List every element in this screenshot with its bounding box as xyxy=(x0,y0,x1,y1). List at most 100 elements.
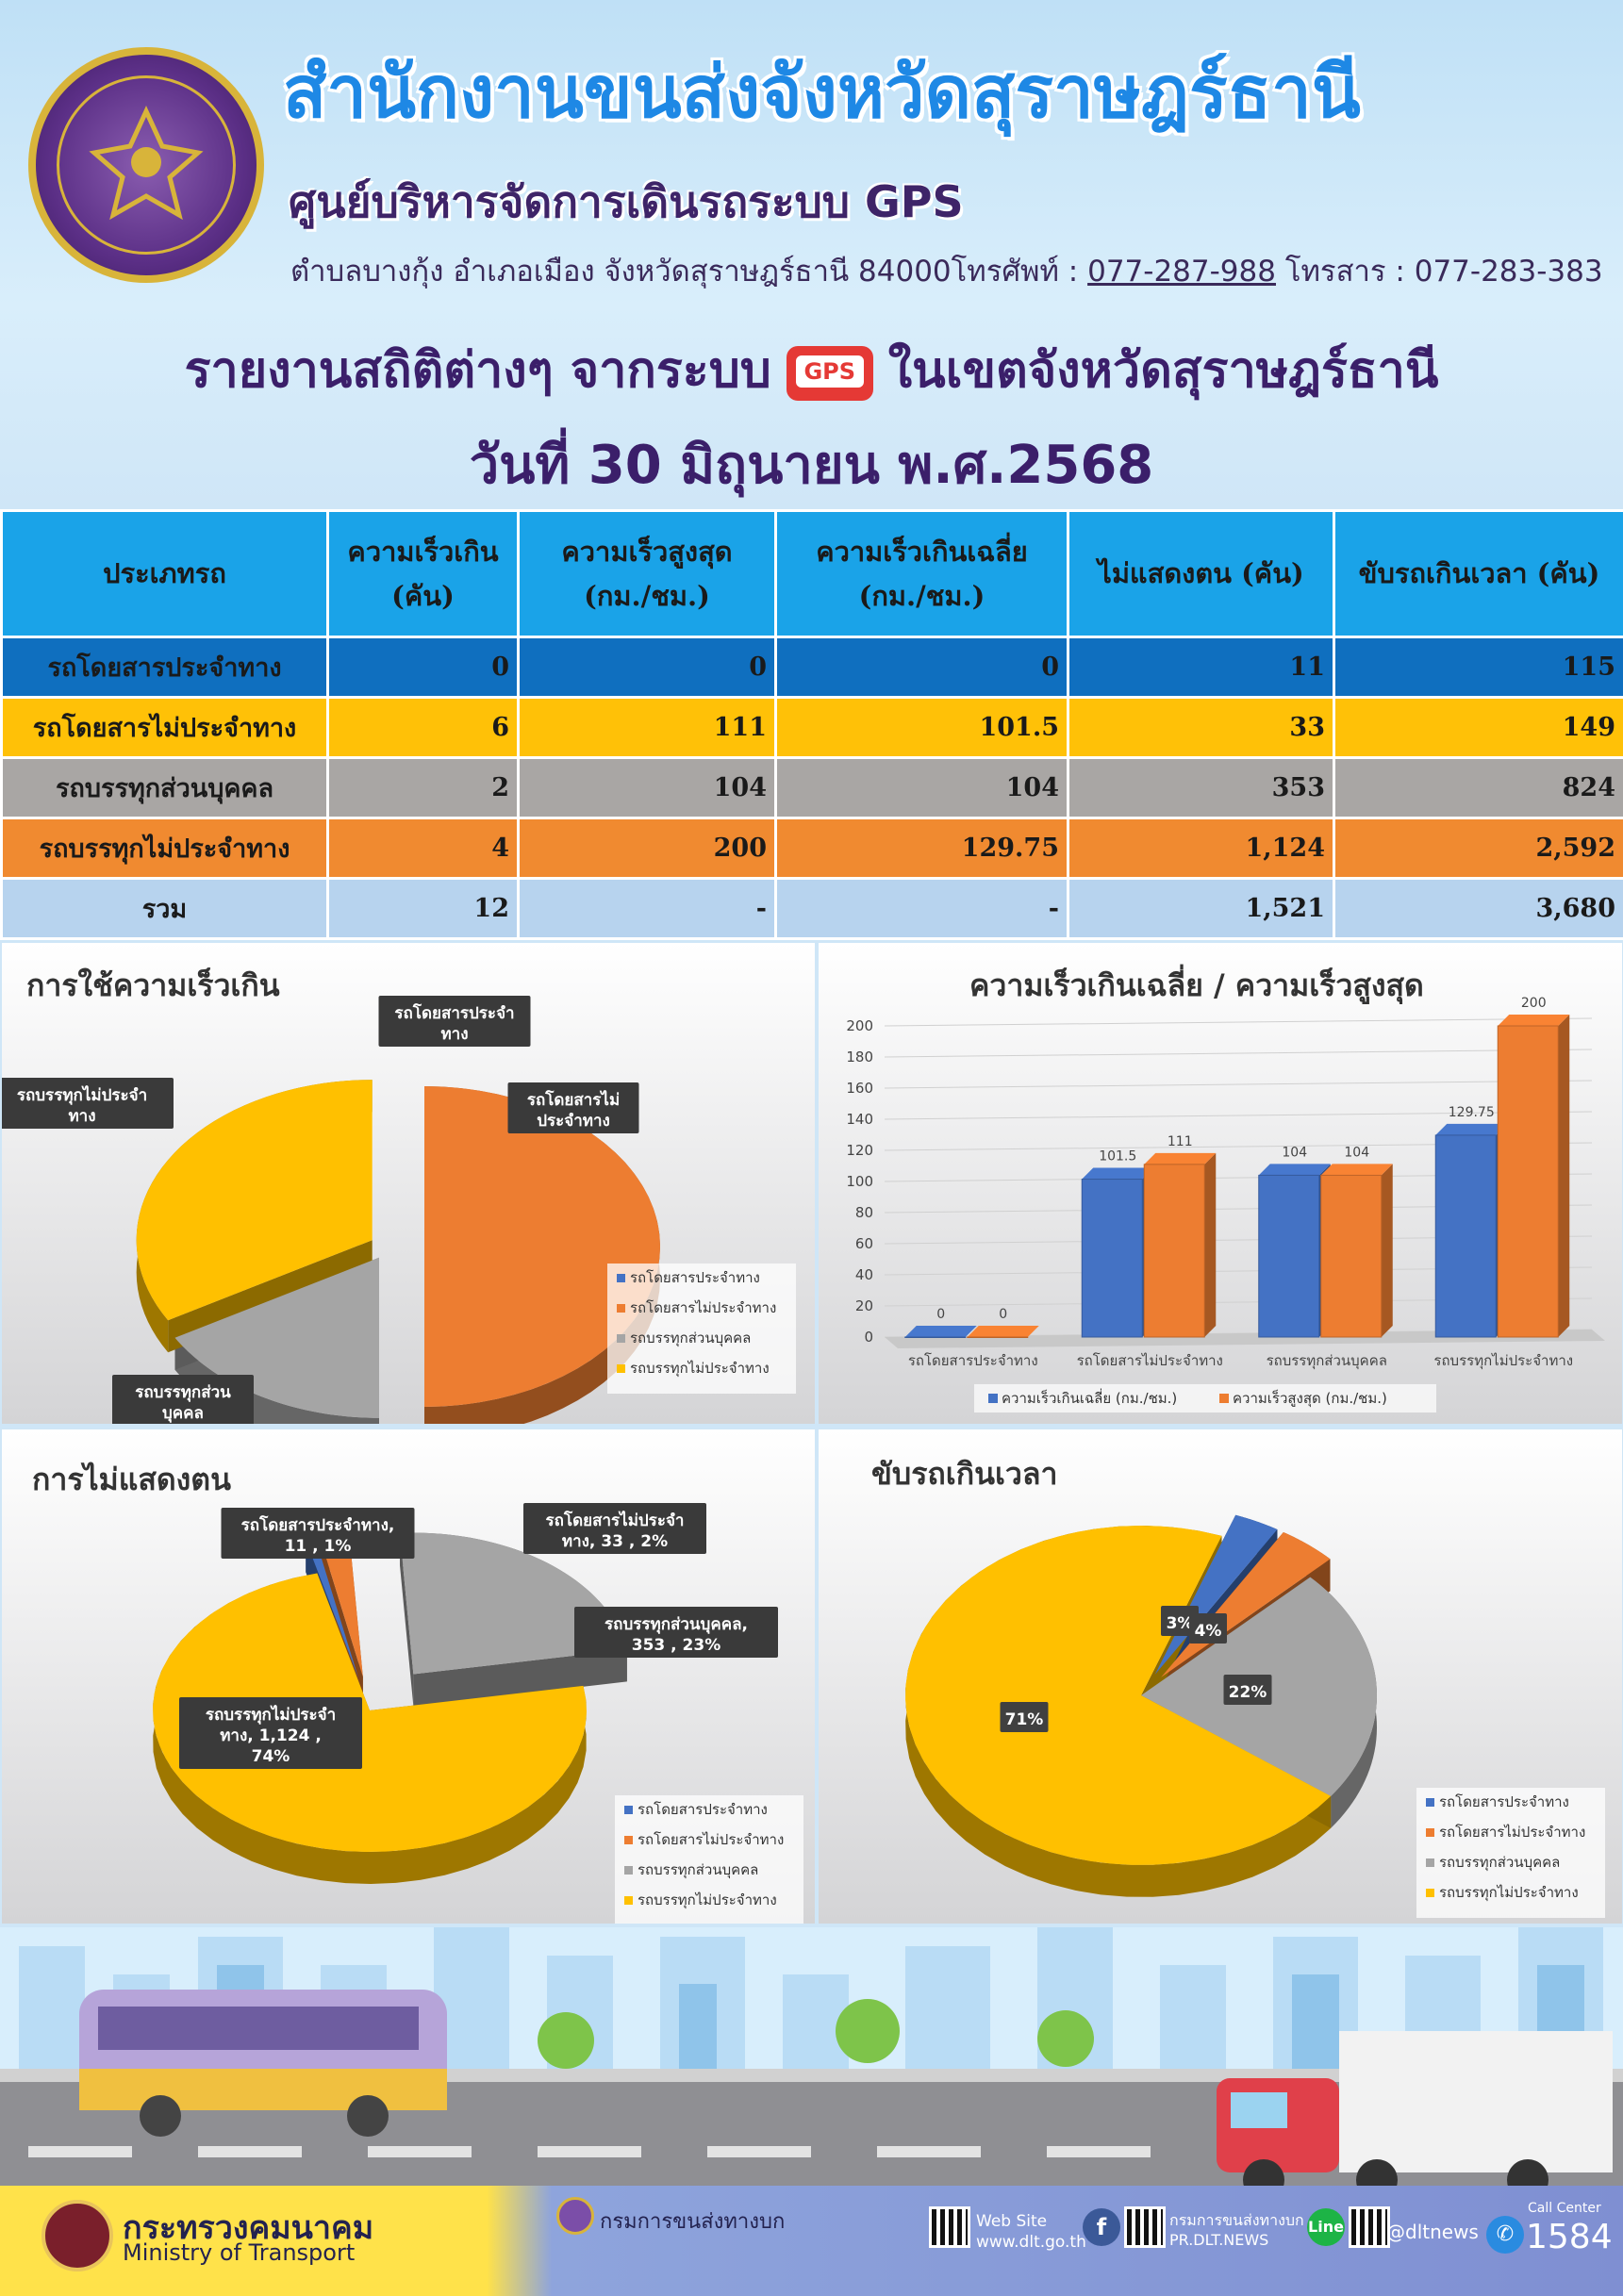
legend-entry: รถโดยสารประจำทาง xyxy=(617,1269,760,1286)
call-center-number[interactable]: 1584 xyxy=(1526,2218,1613,2256)
ministry-name-en: Ministry of Transport xyxy=(123,2239,356,2266)
svg-text:รถบรรทุกไม่ประจำ: รถบรรทุกไม่ประจำ xyxy=(206,1705,336,1725)
speeding-pie-chart: รถโดยสารประจำทางรถโดยสารไม่ประจำทางรถบรร… xyxy=(2,996,796,1424)
bar xyxy=(904,1326,977,1338)
slice-callout: รถบรรทุกไม่ประจำทาง xyxy=(2,1078,174,1129)
svg-text:รถบรรทุกส่วนบุคคล: รถบรรทุกส่วนบุคคล xyxy=(630,1330,751,1347)
y-tick-label: 60 xyxy=(855,1235,873,1252)
dlt-logo xyxy=(556,2197,594,2235)
garuda-emblem-icon xyxy=(89,106,204,221)
not-identified-pie-chart: รถโดยสารประจำทาง, 11 , 1% รถโดยสารไม่ประจำ… xyxy=(153,1503,803,1924)
overtime-pie-chart: 3% 4% 22% 71% รถโดยสารประจำทางรถโดยสารไม่ประ… xyxy=(905,1514,1605,1918)
slice-callout: รถโดยสารประจำทาง, 11 , 1% xyxy=(221,1508,415,1559)
facebook-info[interactable]: กรมการขนส่งทางบก PR.DLT.NEWS xyxy=(1169,2211,1304,2251)
cell-max-speed: 0 xyxy=(517,636,777,699)
svg-text:ทาง: ทาง xyxy=(440,1025,468,1044)
cell-avg-speed: 104 xyxy=(774,756,1069,819)
svg-text:รถบรรทุกไม่ประจำทาง: รถบรรทุกไม่ประจำทาง xyxy=(1439,1884,1579,1902)
legend-entry: รถบรรทุกส่วนบุคคล xyxy=(617,1330,751,1347)
y-tick-label: 200 xyxy=(846,1017,873,1034)
not-identified-pie-panel: การไม่แสดงตน รถโดยสารประจำทาง, 11 , 1% รถโ… xyxy=(2,1429,815,1924)
slice-callout: 22% xyxy=(1223,1675,1272,1705)
website-info[interactable]: Web Site www.dlt.go.th xyxy=(976,2211,1086,2253)
legend-entry: รถโดยสารประจำทาง xyxy=(624,1801,768,1818)
svg-text:22%: 22% xyxy=(1229,1683,1267,1702)
cell-speeding: 4 xyxy=(326,817,520,880)
cell-avg-speed: 0 xyxy=(774,636,1069,699)
cell-max-speed: - xyxy=(517,877,777,940)
legend-swatch xyxy=(1219,1394,1229,1403)
line-qr-icon[interactable] xyxy=(1349,2206,1390,2248)
facebook-qr-icon[interactable] xyxy=(1124,2206,1166,2248)
legend-entry: รถโดยสารไม่ประจำทาง xyxy=(624,1831,784,1848)
header-vehicle-type: ประเภทรถ xyxy=(0,509,329,638)
bar xyxy=(1497,1015,1570,1338)
y-tick-label: 80 xyxy=(855,1204,873,1221)
svg-text:71%: 71% xyxy=(1005,1710,1044,1729)
svg-text:รถบรรทุกไม่ประจำ: รถบรรทุกไม่ประจำ xyxy=(17,1085,147,1105)
legend-entry: รถโดยสารไม่ประจำทาง xyxy=(1426,1824,1585,1841)
slice-callout: รถโดยสารประจำทาง xyxy=(378,996,531,1047)
svg-text:รถโดยสารประจำทาง: รถโดยสารประจำทาง xyxy=(638,1801,768,1818)
svg-text:รถบรรทุกส่วนบุคคล: รถบรรทุกส่วนบุคคล xyxy=(638,1861,758,1879)
report-title: รายงานสถิติต่างๆ จากระบบ GPS ในเขตจังหวัดส… xyxy=(0,330,1623,408)
report-title-right: ในเขตจังหวัดสุราษฎร์ธานี xyxy=(887,342,1439,399)
phone-icon: ✆ xyxy=(1486,2216,1524,2254)
phone-link[interactable]: 077-287-988 xyxy=(1087,255,1276,289)
line-id[interactable]: @dltnews xyxy=(1386,2221,1479,2243)
pie-slice-3 xyxy=(905,1526,1332,1865)
x-tick-label: รถโดยสารไม่ประจำทาง xyxy=(1077,1352,1223,1369)
cell-vehicle-type: รถบรรทุกส่วนบุคคล xyxy=(0,756,329,819)
department-seal-logo xyxy=(28,47,264,283)
pie-slice-0 xyxy=(306,1538,358,1678)
svg-text:รถบรรทุกส่วนบุคคล,: รถบรรทุกส่วนบุคคล, xyxy=(604,1615,748,1634)
website-qr-icon[interactable] xyxy=(929,2206,970,2248)
bar xyxy=(1258,1164,1331,1338)
legend-entry: รถบรรทุกไม่ประจำทาง xyxy=(624,1891,777,1909)
cell-max-speed: 200 xyxy=(517,817,777,880)
cell-overtime: 824 xyxy=(1333,756,1623,819)
cell-not-identified: 33 xyxy=(1067,696,1335,759)
ministry-logo xyxy=(41,2200,113,2271)
table-row: รถบรรทุกส่วนบุคคล 2 104 104 353 824 xyxy=(0,756,1623,819)
chart-title: การใช้ความเร็วเกิน xyxy=(26,967,280,1003)
slice-callout: รถโดยสารไม่ประจำทาง xyxy=(507,1082,639,1133)
slice-callout: 71% xyxy=(1000,1702,1049,1732)
call-center-label: Call Center xyxy=(1528,2201,1601,2216)
pie-slice-3 xyxy=(136,1080,373,1321)
gps-badge-text: GPS xyxy=(795,355,864,388)
facebook-icon[interactable]: f xyxy=(1083,2208,1120,2246)
bar xyxy=(1434,1123,1508,1338)
facebook-page: PR.DLT.NEWS xyxy=(1169,2230,1269,2249)
cell-max-speed: 104 xyxy=(517,756,777,819)
cell-speeding: 2 xyxy=(326,756,520,819)
y-tick-label: 140 xyxy=(846,1111,873,1128)
cell-speeding: 0 xyxy=(326,636,520,699)
gps-icon: GPS xyxy=(786,346,873,401)
x-tick-label: รถโดยสารประจำทาง xyxy=(908,1352,1038,1369)
pie-slice-2 xyxy=(399,1532,627,1675)
bar-data-label: 0 xyxy=(999,1307,1007,1322)
cell-not-identified: 1,521 xyxy=(1067,877,1335,940)
header-max-speed: ความเร็วสูงสุด (กม./ชม.) xyxy=(517,509,777,638)
cell-avg-speed: 129.75 xyxy=(774,817,1069,880)
report-date: วันที่ 30 มิถุนายน พ.ศ.2568 xyxy=(469,435,1154,496)
bar-data-label: 0 xyxy=(936,1307,945,1322)
table-header-row: ประเภทรถ ความเร็วเกิน (คัน) ความเร็วสูงสุ… xyxy=(0,509,1623,638)
report-title-left: รายงานสถิติต่างๆ จากระบบ xyxy=(184,342,771,399)
legend-entry: รถบรรทุกส่วนบุคคล xyxy=(624,1861,758,1879)
svg-text:3%: 3% xyxy=(1167,1614,1194,1633)
org-address: ตำบลบางกุ้ง อำเภอเมือง จังหวัดสุราษฎร์ธา… xyxy=(290,247,1603,294)
legend-entry: รถบรรทุกไม่ประจำทาง xyxy=(1426,1884,1579,1902)
line-icon[interactable]: Line xyxy=(1307,2208,1345,2246)
pie-slice-1 xyxy=(320,1535,363,1677)
website-label: Web Site xyxy=(976,2212,1048,2231)
pie-slice-3 xyxy=(153,1573,587,1852)
slice-callout: 4% xyxy=(1189,1613,1227,1644)
cell-max-speed: 111 xyxy=(517,696,777,759)
header: สำนักงานขนส่งจังหวัดสุราษฎร์ธานี ศูนย์บร… xyxy=(0,0,1623,509)
chart-title: การไม่แสดงตน xyxy=(32,1462,231,1497)
slice-callout: รถโดยสารไม่ประจำทาง, 33 , 2% xyxy=(523,1503,706,1554)
cell-not-identified: 11 xyxy=(1067,636,1335,699)
line-badge-text: Line xyxy=(1308,2218,1344,2236)
